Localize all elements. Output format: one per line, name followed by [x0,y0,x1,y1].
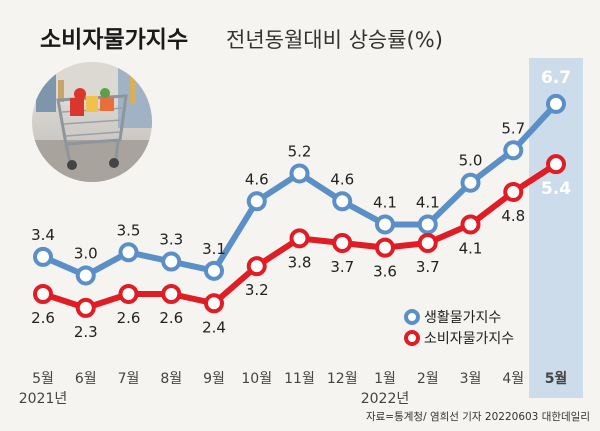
series-0-label-5: 4.6 [245,170,269,188]
series-1-point-1 [75,297,96,318]
series-1-label-10: 4.1 [459,239,483,257]
x-tick-10: 3월 [460,371,482,387]
series-0-label-4: 3.1 [202,240,226,258]
legend-marker-consumer-price [404,330,420,346]
series-0-point-2 [118,242,139,263]
series-0-label-8: 4.1 [373,193,397,211]
shopping-cart-photo [32,62,152,182]
year-label-2022: 2022년 [361,391,410,407]
series-1-label-7: 3.7 [330,258,354,276]
x-tick-12: 5월 [545,370,568,387]
series-0-label-2: 3.5 [117,221,141,239]
x-tick-6: 11월 [284,371,315,387]
series-0-point-12 [546,93,566,114]
series-0-point-0 [33,246,53,267]
series-0-point-8 [375,214,395,235]
series-0-point-6 [289,163,310,184]
series-0-point-7 [332,191,353,212]
series-0-point-10 [460,172,481,193]
series-1-point-0 [33,284,53,304]
series-1-point-11 [503,182,524,202]
series-0-point-3 [161,251,182,272]
year-label-2021: 2021년 [19,391,68,407]
series-1-point-7 [332,233,353,253]
series-1-point-2 [118,284,139,304]
series-1-label-2: 2.6 [117,309,141,327]
legend: 생활물가지수 소비자물가지수 [404,309,514,347]
series-1-label-4: 2.4 [202,318,226,336]
series-0-label-10: 5.0 [459,152,483,170]
series-0-label-9: 4.1 [416,193,440,211]
series-1-point-6 [289,228,310,249]
legend-label-living-cost: 생활물가지수 [424,310,501,326]
chart-subtitle: 전년동월대비 상승률(%) [226,28,443,52]
x-tick-2: 7월 [118,371,140,387]
series-1-point-4 [204,293,224,314]
x-tick-7: 12월 [327,371,358,387]
series-1-point-5 [246,256,267,277]
series-0-label-6: 5.2 [288,142,312,160]
x-tick-0: 5월 [32,371,54,387]
series-0-label-12: 6.7 [541,68,571,88]
series-0-label-1: 3.0 [74,244,98,262]
series-0-point-5 [246,191,267,212]
series-1-label-6: 3.8 [288,253,312,271]
x-tick-1: 6월 [75,371,97,387]
series-1-label-0: 2.6 [31,309,55,327]
highlight-band [529,58,583,398]
x-tick-5: 10월 [241,371,272,387]
x-tick-11: 4월 [502,371,524,387]
x-tick-3: 8월 [160,371,182,387]
series-0-label-7: 4.6 [330,170,354,188]
series-1-label-5: 3.2 [245,281,269,299]
legend-label-consumer-price: 소비자물가지수 [424,331,514,347]
series-1-point-10 [460,214,481,235]
series-1-label-1: 2.3 [74,323,98,341]
x-tick-4: 9월 [203,371,225,387]
series-1-label-12: 5.4 [541,179,571,199]
series-1-point-3 [161,284,182,304]
series-0-point-9 [417,214,438,235]
series-1-point-9 [417,233,438,253]
x-tick-8: 1월 [374,371,396,387]
source-note: 자료=통계청/ 염희선 기자 20220603 대한데일리 [366,410,590,423]
series-1-point-8 [375,237,395,258]
chart-title: 소비자물가지수 [40,27,188,53]
series-0-label-11: 5.7 [501,119,525,137]
series-0-point-4 [204,260,224,281]
series-0-point-1 [75,265,96,286]
series-0-label-3: 3.3 [159,231,183,249]
series-0-label-0: 3.4 [31,226,55,244]
series-0-point-11 [503,140,524,161]
series-1-label-8: 3.6 [373,263,397,281]
series-1-label-11: 4.8 [501,207,525,225]
series-1-label-3: 2.6 [159,309,183,327]
legend-marker-living-cost [404,309,420,325]
series-1-label-9: 3.7 [416,258,440,276]
x-tick-9: 2월 [417,371,439,387]
series-1-point-12 [546,154,566,175]
